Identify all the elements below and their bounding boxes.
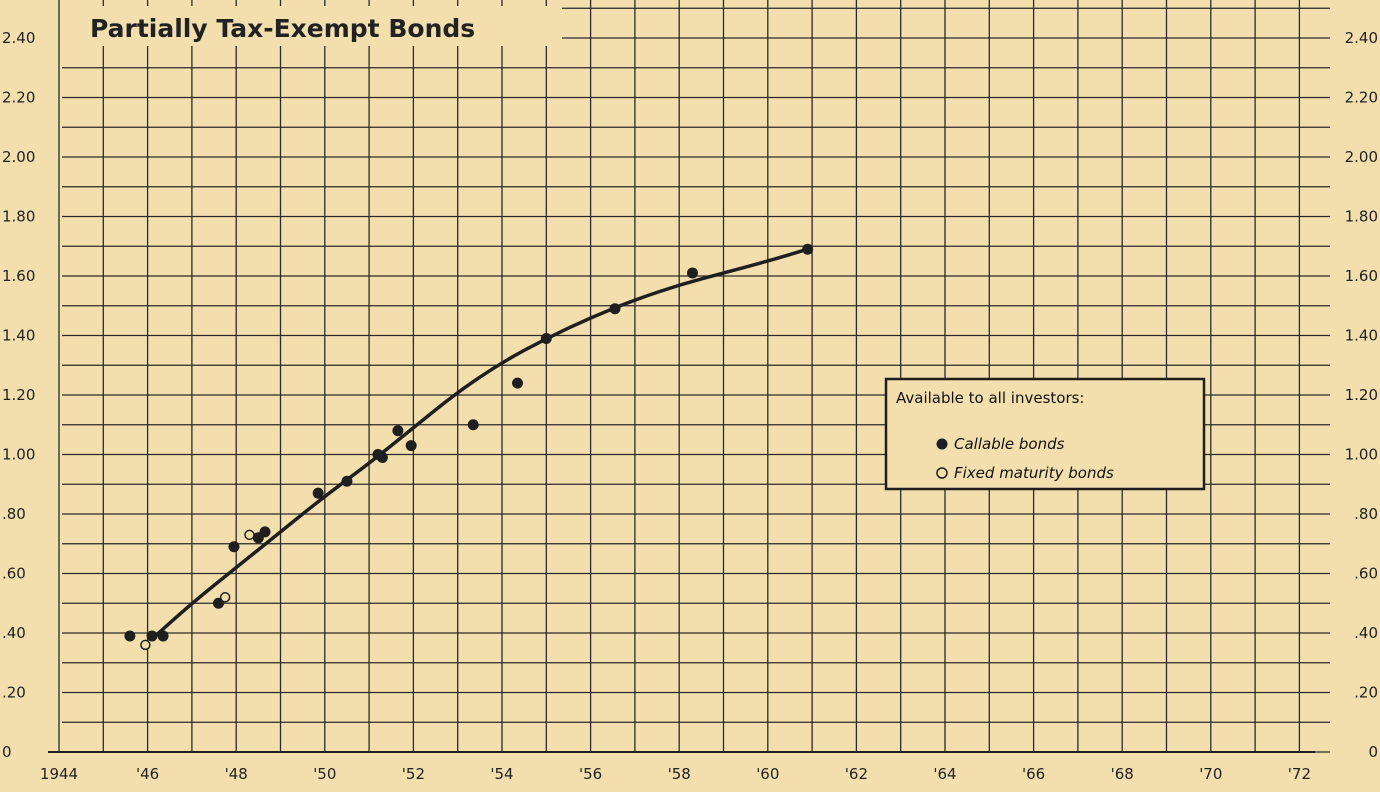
x-tick-label: '58	[668, 765, 691, 783]
callable-bond-point	[312, 487, 324, 499]
y-tick-label-right: .80	[1354, 505, 1378, 523]
legend-label-fixed: Fixed maturity bonds	[954, 464, 1114, 482]
y-tick-label-left: .20	[2, 684, 26, 702]
callable-bond-point	[259, 526, 271, 538]
x-tick-label: '48	[225, 765, 248, 783]
y-tick-label-right: .20	[1354, 684, 1378, 702]
fixed-maturity-bond-point	[244, 529, 255, 541]
x-tick-label: '66	[1022, 765, 1045, 783]
callable-bond-point	[157, 630, 169, 642]
y-tick-label-left: .80	[2, 505, 26, 523]
x-tick-label: '62	[845, 765, 868, 783]
legend-box	[884, 377, 1206, 491]
y-tick-label-right: 1.20	[1345, 386, 1378, 404]
x-tick-label: '56	[579, 765, 602, 783]
y-tick-label-right: 1.60	[1345, 267, 1378, 285]
y-tick-label-left: 1.00	[2, 446, 35, 464]
y-tick-label-right: 1.40	[1345, 327, 1378, 345]
y-tick-label-left: 2.40	[2, 29, 35, 47]
y-tick-label-left: 1.40	[2, 327, 35, 345]
y-tick-label-left: 0	[2, 743, 12, 761]
callable-bond-point	[540, 332, 552, 344]
legend-title: Available to all investors:	[896, 389, 1084, 407]
y-tick-label-left: 2.20	[2, 89, 35, 107]
x-tick-label: '46	[136, 765, 159, 783]
grid-lines	[48, 0, 1330, 753]
y-tick-label-left: 2.00	[2, 148, 35, 166]
callable-bond-point	[228, 541, 240, 553]
x-tick-label: '64	[933, 765, 956, 783]
y-tick-label-left: 1.80	[2, 208, 35, 226]
y-tick-label-right: .40	[1354, 624, 1378, 642]
x-tick-label: '60	[756, 765, 779, 783]
callable-bond-point	[376, 451, 388, 463]
x-tick-label: '68	[1111, 765, 1134, 783]
y-tick-label-right: .60	[1354, 565, 1378, 583]
y-tick-label-right: 2.00	[1345, 148, 1378, 166]
callable-bond-point	[802, 243, 814, 255]
y-tick-label-right: 2.40	[1345, 29, 1378, 47]
y-tick-label-left: .60	[2, 565, 26, 583]
chart-title: Partially Tax-Exempt Bonds	[90, 14, 475, 43]
x-tick-label: '52	[402, 765, 425, 783]
fixed-maturity-bond-point	[219, 592, 231, 603]
callable-bond-point	[146, 630, 158, 642]
callable-bond-point	[467, 419, 479, 431]
y-tick-label-right: 1.00	[1345, 446, 1378, 464]
callable-bond-point	[392, 425, 404, 437]
legend-marker-fixed	[936, 467, 948, 479]
tick-labels-layer: 1944 '46 '48 '50 '52 '54 '56 '58 '60 '62 '64 '66 '68…	[2, 29, 1378, 783]
callable-bond-point	[686, 267, 698, 279]
fixed-maturity-bond-point	[140, 639, 151, 651]
fitted-curve	[150, 247, 810, 641]
x-tick-label: '50	[313, 765, 336, 783]
legend-marker-callable	[936, 438, 948, 450]
chart-title-box: Partially Tax-Exempt Bonds	[62, 6, 562, 46]
x-tick-label: '54	[490, 765, 513, 783]
y-tick-label-right: 0	[1368, 743, 1378, 761]
y-tick-label-right: 1.80	[1345, 208, 1378, 226]
callable-bond-point	[341, 475, 353, 487]
y-tick-label-left: .40	[2, 624, 26, 642]
x-tick-label: '70	[1199, 765, 1222, 783]
y-tick-label-right: 2.20	[1345, 89, 1378, 107]
callable-bond-point	[405, 440, 417, 452]
callable-bond-point	[512, 377, 524, 389]
fitted-curve-layer	[150, 247, 810, 641]
y-tick-label-left: 1.60	[2, 267, 35, 285]
callable-bond-point	[609, 303, 621, 315]
legend: Available to all investors: Callable bon…	[884, 377, 1206, 491]
data-points-layer	[124, 243, 814, 651]
legend-label-callable: Callable bonds	[954, 435, 1065, 453]
x-tick-label: 1944	[40, 765, 78, 783]
x-tick-label: '72	[1288, 765, 1311, 783]
callable-bond-point	[124, 630, 136, 642]
y-tick-label-left: 1.20	[2, 386, 35, 404]
